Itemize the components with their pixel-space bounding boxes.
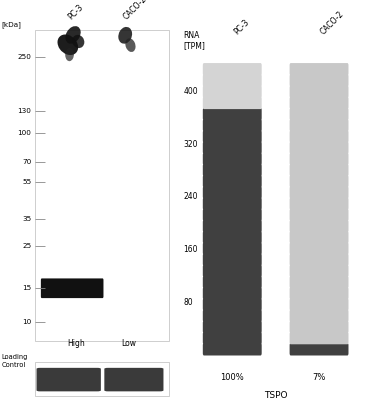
FancyBboxPatch shape [290, 63, 349, 76]
Ellipse shape [65, 26, 81, 44]
FancyBboxPatch shape [290, 175, 349, 188]
FancyBboxPatch shape [203, 74, 262, 87]
FancyBboxPatch shape [290, 74, 349, 87]
Ellipse shape [125, 38, 135, 52]
Text: 250: 250 [17, 54, 31, 60]
Ellipse shape [65, 48, 74, 61]
Text: 10: 10 [22, 318, 31, 324]
FancyBboxPatch shape [290, 86, 349, 98]
Text: CACO-2: CACO-2 [319, 9, 346, 36]
FancyBboxPatch shape [203, 332, 262, 344]
Text: 240: 240 [183, 192, 198, 201]
FancyBboxPatch shape [290, 220, 349, 232]
Text: PC-3: PC-3 [232, 18, 251, 36]
FancyBboxPatch shape [290, 108, 349, 120]
Text: 55: 55 [22, 179, 31, 185]
FancyBboxPatch shape [203, 231, 262, 244]
Ellipse shape [118, 27, 132, 44]
Text: 80: 80 [183, 298, 193, 307]
Text: Low: Low [121, 339, 136, 348]
FancyBboxPatch shape [290, 276, 349, 288]
FancyBboxPatch shape [290, 97, 349, 109]
FancyBboxPatch shape [290, 231, 349, 244]
FancyBboxPatch shape [203, 254, 262, 266]
Text: 15: 15 [22, 285, 31, 291]
FancyBboxPatch shape [290, 142, 349, 154]
FancyBboxPatch shape [203, 153, 262, 165]
FancyBboxPatch shape [290, 153, 349, 165]
FancyBboxPatch shape [290, 298, 349, 311]
FancyBboxPatch shape [290, 254, 349, 266]
FancyBboxPatch shape [203, 343, 262, 356]
FancyBboxPatch shape [290, 119, 349, 132]
Text: 35: 35 [22, 216, 31, 222]
FancyBboxPatch shape [203, 287, 262, 300]
FancyBboxPatch shape [203, 310, 262, 322]
FancyBboxPatch shape [203, 63, 262, 76]
FancyBboxPatch shape [203, 242, 262, 255]
Text: 160: 160 [183, 245, 198, 254]
Text: High: High [68, 339, 85, 348]
FancyBboxPatch shape [290, 164, 349, 176]
FancyBboxPatch shape [35, 30, 169, 342]
FancyBboxPatch shape [37, 368, 101, 391]
Text: 130: 130 [17, 108, 31, 114]
FancyBboxPatch shape [203, 130, 262, 143]
FancyBboxPatch shape [290, 287, 349, 300]
FancyBboxPatch shape [290, 198, 349, 210]
FancyBboxPatch shape [203, 265, 262, 277]
FancyBboxPatch shape [203, 86, 262, 98]
Text: 400: 400 [183, 87, 198, 96]
Text: 25: 25 [22, 243, 31, 249]
FancyBboxPatch shape [104, 368, 164, 391]
FancyBboxPatch shape [203, 119, 262, 132]
FancyBboxPatch shape [203, 321, 262, 333]
FancyBboxPatch shape [203, 209, 262, 221]
Text: Loading
Control: Loading Control [2, 354, 28, 368]
FancyBboxPatch shape [203, 142, 262, 154]
FancyBboxPatch shape [203, 276, 262, 288]
Text: 100: 100 [17, 130, 31, 136]
Text: PC-3: PC-3 [66, 3, 85, 22]
Text: 7%: 7% [312, 373, 326, 382]
FancyBboxPatch shape [203, 97, 262, 109]
Text: 70: 70 [22, 159, 31, 165]
FancyBboxPatch shape [203, 108, 262, 120]
FancyBboxPatch shape [41, 278, 104, 298]
Ellipse shape [72, 35, 84, 48]
Text: CACO-2: CACO-2 [122, 0, 149, 22]
FancyBboxPatch shape [290, 242, 349, 255]
Text: 320: 320 [183, 140, 198, 148]
FancyBboxPatch shape [290, 130, 349, 143]
Text: TSPO: TSPO [264, 391, 287, 400]
FancyBboxPatch shape [290, 321, 349, 333]
FancyBboxPatch shape [203, 186, 262, 199]
FancyBboxPatch shape [35, 362, 169, 396]
FancyBboxPatch shape [290, 310, 349, 322]
FancyBboxPatch shape [290, 186, 349, 199]
FancyBboxPatch shape [203, 298, 262, 311]
FancyBboxPatch shape [203, 164, 262, 176]
FancyBboxPatch shape [290, 265, 349, 277]
Text: [kDa]: [kDa] [2, 22, 21, 28]
FancyBboxPatch shape [203, 175, 262, 188]
FancyBboxPatch shape [203, 220, 262, 232]
FancyBboxPatch shape [203, 198, 262, 210]
Text: RNA
[TPM]: RNA [TPM] [183, 31, 205, 50]
Text: 100%: 100% [221, 373, 244, 382]
FancyBboxPatch shape [290, 343, 349, 356]
FancyBboxPatch shape [290, 209, 349, 221]
FancyBboxPatch shape [290, 332, 349, 344]
Ellipse shape [57, 34, 78, 55]
